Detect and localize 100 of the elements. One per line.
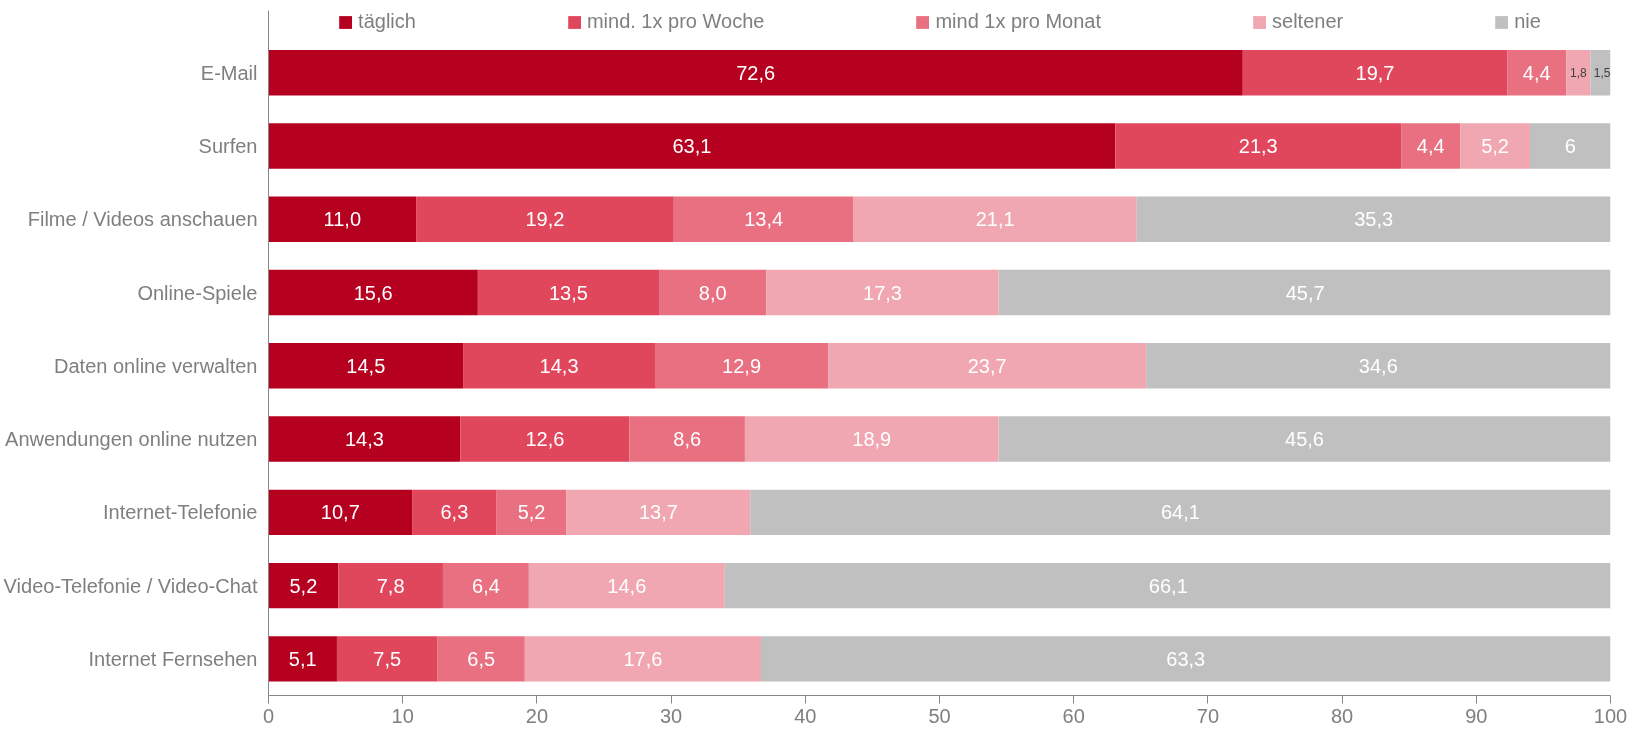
- bar: [750, 489, 1611, 536]
- data-label: 8,0: [698, 281, 727, 304]
- legend-label: mind 1x pro Monat: [935, 10, 1102, 33]
- bar: [1401, 123, 1461, 169]
- data-label: 4,4: [1416, 135, 1445, 158]
- bar: [673, 196, 854, 243]
- data-label: 12,9: [722, 354, 762, 377]
- data-label: 5,2: [1481, 135, 1509, 158]
- data-label: 34,6: [1358, 354, 1398, 377]
- bar: [744, 416, 999, 462]
- data-label: 12,6: [525, 428, 565, 451]
- bar: [1146, 343, 1611, 389]
- bar: [268, 343, 464, 389]
- bar: [724, 562, 1611, 609]
- bar: [338, 562, 443, 609]
- bar: [442, 562, 529, 609]
- data-label: 13,5: [548, 281, 588, 304]
- bar: [828, 343, 1147, 389]
- data-label: 23,7: [967, 354, 1007, 377]
- legend-label: seltener: [1272, 10, 1344, 33]
- data-label: 63,3: [1166, 647, 1206, 670]
- bar: [268, 416, 461, 462]
- data-label: 18,9: [852, 428, 892, 451]
- bar: [761, 636, 1611, 682]
- data-label: 6,4: [472, 574, 500, 597]
- y-tick-label: E-Mail: [200, 61, 258, 84]
- bar: [629, 416, 745, 462]
- x-tick-label: 50: [928, 704, 951, 727]
- data-label: 6,5: [467, 647, 496, 670]
- y-tick-label: Filme / Videos anschauen: [27, 208, 258, 231]
- bar: [1529, 123, 1611, 169]
- bar: [268, 636, 337, 682]
- data-label: 4,4: [1522, 61, 1551, 84]
- bar: [268, 489, 413, 536]
- x-tick-label: 40: [794, 704, 817, 727]
- data-label: 14,5: [346, 354, 386, 377]
- bar: [496, 489, 567, 536]
- bar: [1590, 50, 1611, 96]
- x-tick-label: 70: [1196, 704, 1220, 727]
- bar: [766, 269, 999, 316]
- legend-label: mind. 1x pro Woche: [586, 10, 765, 33]
- bar: [1566, 50, 1591, 96]
- y-tick-label: Internet Fernsehen: [88, 647, 258, 670]
- data-label: 5,2: [289, 574, 318, 597]
- data-label: 45,7: [1285, 281, 1325, 304]
- data-label: 6,3: [440, 501, 469, 524]
- bar: [528, 562, 725, 609]
- bar: [1136, 196, 1611, 243]
- data-label: 11,0: [323, 208, 362, 231]
- bar: [268, 50, 1243, 96]
- bar: [477, 269, 660, 316]
- data-label: 13,4: [744, 208, 784, 231]
- data-label: 5,2: [517, 501, 546, 524]
- x-tick-label: 10: [391, 704, 414, 727]
- y-tick-label: Daten online verwalten: [54, 354, 258, 377]
- data-label: 1,5: [1593, 66, 1611, 81]
- data-label: 19,2: [525, 208, 565, 231]
- bar: [1507, 50, 1567, 96]
- data-label: 19,7: [1355, 61, 1395, 84]
- data-label: 66,1: [1148, 574, 1188, 597]
- bar: [268, 196, 417, 243]
- x-tick-label: 90: [1465, 704, 1488, 727]
- x-tick-label: 100: [1593, 704, 1628, 727]
- x-tick-label: 30: [659, 704, 683, 727]
- data-label: 5,1: [288, 647, 317, 670]
- bar: [460, 416, 630, 462]
- bar: [1460, 123, 1530, 169]
- y-tick-label: Surfen: [198, 135, 258, 158]
- bar: [437, 636, 525, 682]
- bar: [524, 636, 762, 682]
- data-label: 14,3: [539, 354, 579, 377]
- data-label: 35,3: [1354, 208, 1394, 231]
- x-tick-label: 20: [525, 704, 549, 727]
- bar: [1242, 50, 1508, 96]
- bar: [412, 489, 497, 536]
- data-label: 21,3: [1238, 135, 1278, 158]
- y-tick-label: Online-Spiele: [137, 281, 258, 304]
- y-tick-label: Anwendungen online nutzen: [5, 428, 258, 451]
- data-label: 7,8: [376, 574, 405, 597]
- data-label: 15,6: [353, 281, 393, 304]
- bar: [655, 343, 829, 389]
- x-tick-label: 80: [1330, 704, 1354, 727]
- data-label: 14,3: [344, 428, 384, 451]
- data-label: 17,3: [863, 281, 902, 304]
- bar: [463, 343, 655, 389]
- bar: [416, 196, 674, 243]
- bar: [268, 123, 1116, 169]
- data-label: 8,6: [673, 428, 702, 451]
- x-tick-label: 60: [1062, 704, 1085, 727]
- data-label: 10,7: [320, 501, 360, 524]
- data-label: 45,6: [1285, 428, 1324, 451]
- bar: [998, 416, 1611, 462]
- bar: [566, 489, 751, 536]
- bar: [268, 562, 339, 609]
- x-tick-label: 0: [262, 704, 275, 727]
- bar: [268, 269, 478, 316]
- bar: [336, 636, 438, 682]
- y-tick-label: Video-Telefonie / Video-Chat: [3, 574, 258, 597]
- bar: [998, 269, 1611, 316]
- legend-label: täglich: [358, 10, 416, 33]
